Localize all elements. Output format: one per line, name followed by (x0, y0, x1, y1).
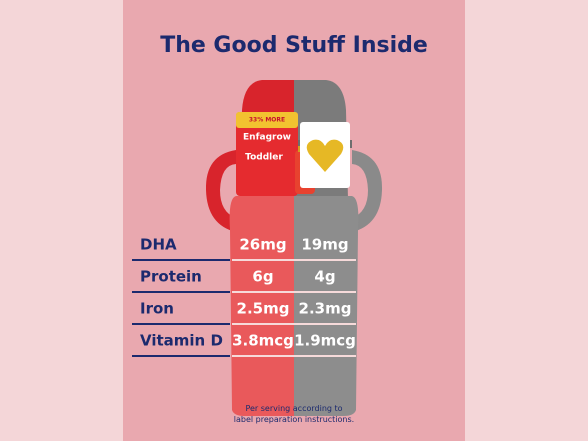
nutrient-label: Iron (140, 300, 174, 318)
other-value: 1.9mcg (294, 332, 356, 350)
nutrient-label: Protein (140, 268, 202, 286)
other-value: 4g (314, 268, 335, 286)
title: The Good Stuff Inside (160, 33, 428, 58)
left-handle (205, 150, 236, 232)
product-name: Toddler (245, 153, 283, 163)
other-value: 2.3mg (299, 300, 352, 318)
heart-icon (306, 139, 344, 172)
nutrient-label: Vitamin D (140, 332, 223, 350)
body-left (229, 196, 294, 416)
nutrient-label: DHA (140, 236, 177, 254)
footnote: label preparation instructions. (234, 415, 354, 424)
footnote: Per serving according to (245, 404, 342, 413)
other-value: 19mg (301, 236, 348, 254)
product-value: 6g (252, 268, 273, 286)
product-banner: 33% MORE (249, 117, 285, 124)
product-value: 26mg (239, 236, 286, 254)
product-value: 3.8mcg (232, 332, 294, 350)
can-lid (236, 112, 298, 128)
body-right (294, 196, 359, 416)
product-brand: Enfagrow (243, 133, 291, 143)
product-value: 2.5mg (237, 300, 290, 318)
right-handle (352, 150, 383, 232)
product-can (236, 112, 298, 196)
